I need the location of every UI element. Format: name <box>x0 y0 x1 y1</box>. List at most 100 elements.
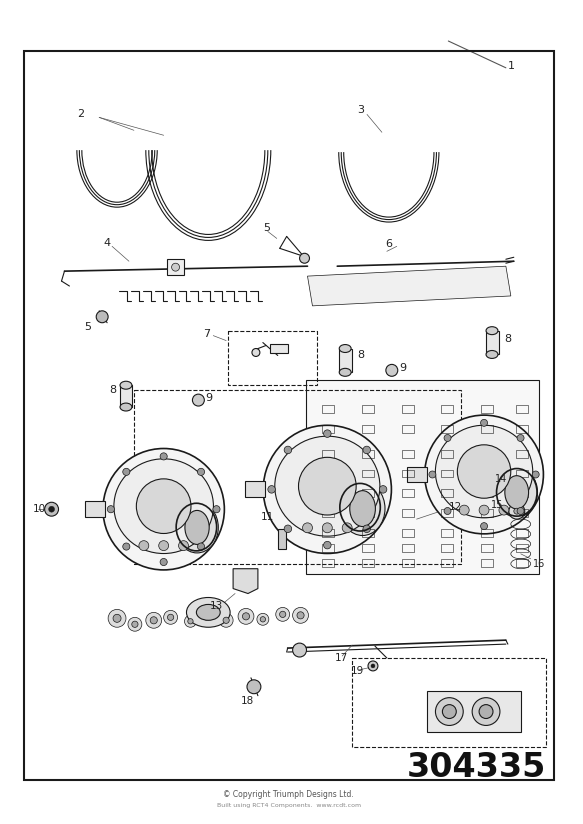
Ellipse shape <box>275 436 380 536</box>
Circle shape <box>252 349 260 357</box>
Bar <box>362 544 374 552</box>
Circle shape <box>160 559 167 565</box>
Circle shape <box>178 541 188 550</box>
Circle shape <box>457 445 511 499</box>
Text: 8: 8 <box>109 385 116 396</box>
Ellipse shape <box>486 326 498 335</box>
Circle shape <box>532 471 539 478</box>
Circle shape <box>514 508 520 514</box>
Text: 1: 1 <box>508 61 515 71</box>
Text: 7: 7 <box>203 329 210 339</box>
Circle shape <box>198 468 205 475</box>
Ellipse shape <box>114 459 213 554</box>
Bar <box>481 450 493 457</box>
Circle shape <box>184 616 196 627</box>
Circle shape <box>203 613 210 620</box>
Bar <box>516 405 528 413</box>
Circle shape <box>284 525 292 532</box>
Circle shape <box>171 263 180 271</box>
Bar <box>481 509 493 517</box>
Circle shape <box>444 508 451 514</box>
Circle shape <box>322 523 332 533</box>
Ellipse shape <box>339 344 351 353</box>
Bar <box>516 470 528 477</box>
Bar <box>516 529 528 537</box>
Bar <box>516 544 528 552</box>
Circle shape <box>123 468 130 475</box>
Bar <box>441 489 454 498</box>
Ellipse shape <box>505 475 529 509</box>
Circle shape <box>293 643 307 657</box>
Bar <box>362 509 374 517</box>
Circle shape <box>188 619 193 624</box>
Ellipse shape <box>442 705 456 719</box>
Bar <box>402 470 413 477</box>
Bar <box>24 51 554 780</box>
Bar <box>481 529 493 537</box>
Circle shape <box>48 506 55 513</box>
Circle shape <box>96 311 108 323</box>
Circle shape <box>444 434 451 442</box>
Text: © Copyright Triumph Designs Ltd.: © Copyright Triumph Designs Ltd. <box>223 790 354 798</box>
Bar <box>402 559 413 567</box>
Bar <box>362 559 374 567</box>
Text: 13: 13 <box>210 602 223 611</box>
Circle shape <box>386 364 398 377</box>
Bar <box>362 405 374 413</box>
Circle shape <box>324 541 331 549</box>
Circle shape <box>139 541 149 550</box>
Ellipse shape <box>176 502 218 553</box>
Circle shape <box>429 471 436 478</box>
Ellipse shape <box>496 467 538 517</box>
Circle shape <box>508 485 518 494</box>
Ellipse shape <box>187 597 230 627</box>
Text: 17: 17 <box>335 653 349 663</box>
Circle shape <box>303 523 312 533</box>
Bar <box>481 425 493 433</box>
Circle shape <box>146 612 161 628</box>
Bar <box>120 385 132 407</box>
Bar <box>481 489 493 498</box>
Bar <box>402 489 413 498</box>
Bar <box>481 544 493 552</box>
Bar <box>322 489 334 498</box>
Bar <box>441 559 454 567</box>
Circle shape <box>128 617 142 631</box>
Circle shape <box>257 613 269 625</box>
Bar <box>441 509 454 517</box>
Bar <box>441 470 454 477</box>
Circle shape <box>223 617 229 624</box>
Bar <box>441 405 454 413</box>
Circle shape <box>459 505 469 515</box>
Ellipse shape <box>350 490 375 527</box>
Bar <box>441 529 454 537</box>
Bar <box>481 470 493 477</box>
Bar <box>402 509 413 517</box>
Bar <box>278 529 286 549</box>
Circle shape <box>509 503 525 519</box>
Bar <box>486 330 499 354</box>
Circle shape <box>324 430 331 438</box>
Bar <box>228 330 317 385</box>
Ellipse shape <box>436 698 463 725</box>
Circle shape <box>103 448 224 570</box>
Circle shape <box>198 543 205 550</box>
Circle shape <box>480 522 487 530</box>
Bar <box>362 470 374 477</box>
Circle shape <box>297 611 304 619</box>
Circle shape <box>276 607 290 621</box>
Bar <box>322 450 334 457</box>
Circle shape <box>192 394 204 406</box>
Circle shape <box>284 446 292 454</box>
Bar <box>322 470 334 477</box>
Bar <box>402 425 413 433</box>
Circle shape <box>480 419 487 426</box>
Circle shape <box>380 485 387 493</box>
Circle shape <box>517 434 524 442</box>
Text: 5: 5 <box>263 222 270 232</box>
Text: 6: 6 <box>385 239 392 250</box>
Text: 8: 8 <box>504 334 511 344</box>
Circle shape <box>368 661 378 671</box>
Polygon shape <box>233 569 258 593</box>
Circle shape <box>268 485 275 493</box>
